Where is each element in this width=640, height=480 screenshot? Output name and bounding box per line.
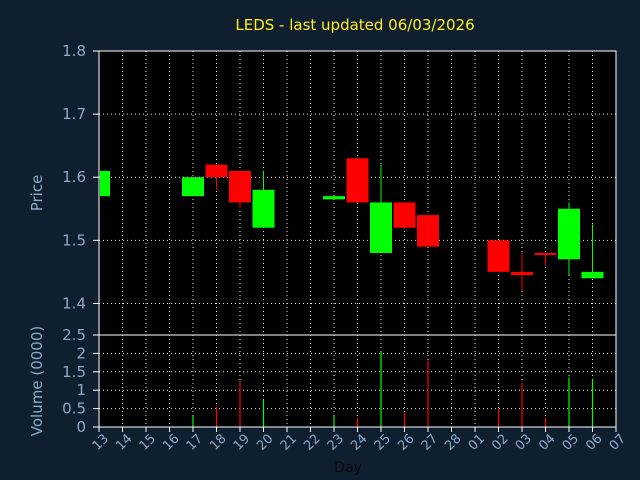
price-tick-label: 1.6: [62, 168, 86, 186]
volume-tick-label: 0.5: [62, 400, 86, 418]
candle-body: [205, 164, 228, 178]
price-axis-ticks: 1.4 1.5 1.6 1.7 1.8: [62, 42, 99, 312]
candle-body: [323, 196, 345, 200]
volume-tick-label: 2: [76, 344, 86, 362]
candle-body: [393, 202, 416, 228]
candle-body: [370, 202, 392, 253]
volume-axis-label: Volume (0000): [28, 326, 46, 436]
candle-body: [417, 215, 439, 247]
candle-body: [534, 252, 557, 255]
price-tick-label: 1.4: [62, 294, 86, 312]
candle-body: [100, 170, 110, 197]
price-tick-label: 1.8: [62, 42, 86, 60]
volume-tick-label: 1: [76, 381, 86, 399]
candle-body: [581, 271, 604, 279]
price-candles: [98, 158, 604, 291]
volume-axis-ticks: 00.511.522.5: [62, 326, 99, 436]
price-tick-label: 1.7: [62, 105, 86, 123]
candle-body: [182, 177, 204, 197]
volume-plot-area: [99, 335, 616, 427]
candle-body: [229, 170, 251, 203]
price-tick-label: 1.5: [62, 231, 86, 249]
volume-tick-label: 1.5: [62, 363, 86, 381]
volume-bars: [192, 351, 594, 427]
volume-tick-label: 0: [76, 418, 86, 436]
candle-body: [511, 271, 533, 276]
candle-body: [252, 189, 275, 228]
chart-title: LEDS - last updated 06/03/2026: [235, 16, 474, 34]
candle-body: [346, 158, 369, 203]
volume-tick-label: 2.5: [62, 326, 86, 344]
candle-body: [558, 208, 580, 260]
candle-body: [487, 240, 510, 272]
price-axis-label: Price: [28, 175, 46, 212]
x-axis-label: Day: [334, 460, 362, 476]
